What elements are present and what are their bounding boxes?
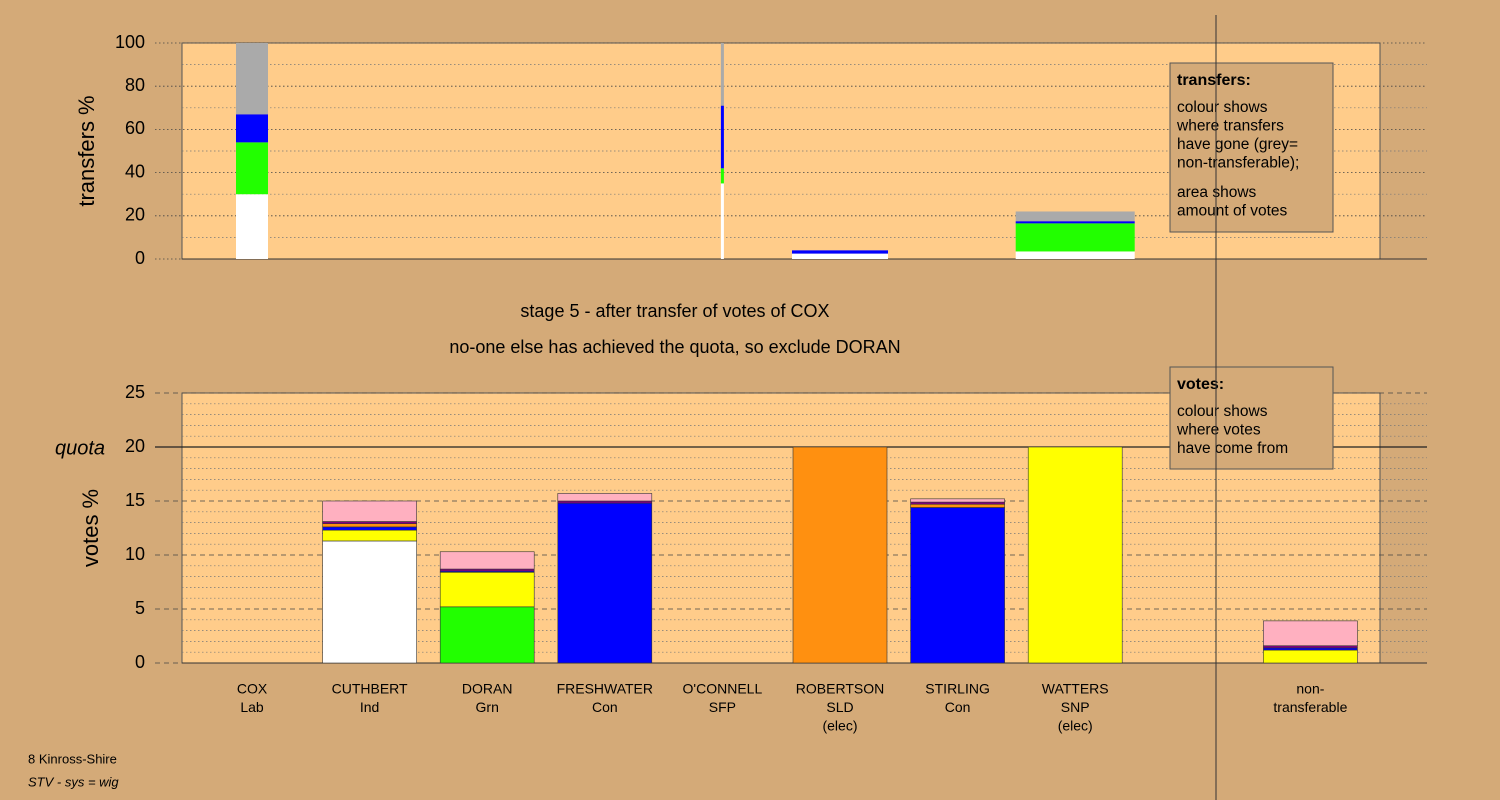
- x-tick-label: Lab: [240, 699, 264, 715]
- bar-segment: [557, 500, 653, 504]
- bar-segment: [910, 501, 1005, 505]
- x-tick-label: Grn: [476, 699, 499, 715]
- bar-segment: [910, 507, 1005, 664]
- bar-segment: [720, 43, 724, 106]
- y-tick-label: 15: [125, 490, 145, 510]
- x-tick-label: ROBERTSON: [796, 681, 884, 697]
- bar-segment: [720, 105, 724, 169]
- x-tick-label: transferable: [1273, 699, 1347, 715]
- x-tick-label: SFP: [709, 699, 736, 715]
- x-tick-label: WATTERS: [1042, 681, 1109, 697]
- legend-text: where transfers: [1176, 118, 1284, 135]
- bar-segment: [1263, 649, 1358, 664]
- quota-label: quota: [55, 437, 105, 459]
- x-tick-label: Con: [945, 699, 971, 715]
- legend-box: [1169, 366, 1334, 470]
- bar-segment: [720, 168, 724, 184]
- bar-segment: [322, 500, 417, 522]
- bar-segment: [322, 521, 417, 524]
- footer: STV - sys = wig: [28, 774, 119, 789]
- bar-segment: [236, 43, 268, 115]
- x-tick-label: O'CONNELL: [683, 681, 763, 697]
- bar-segment: [792, 250, 888, 254]
- bar-segment: [236, 114, 268, 143]
- y-tick-label: 20: [125, 436, 145, 456]
- x-tick-label: CUTHBERT: [332, 681, 408, 697]
- footer: 8 Kinross-Shire: [28, 751, 117, 766]
- bar-segment: [439, 606, 535, 664]
- x-tick-label: (elec): [822, 718, 857, 734]
- legend-title: transfers:: [1177, 72, 1251, 89]
- bar-segment: [1263, 647, 1358, 651]
- bar-segment: [1015, 211, 1135, 222]
- bar-segment: [1015, 251, 1135, 259]
- bar-segment: [1263, 620, 1358, 647]
- bar-segment: [1015, 223, 1135, 252]
- x-tick-label: SLD: [826, 699, 853, 715]
- legend-title: votes:: [1177, 376, 1224, 393]
- y-tick-label: 60: [125, 118, 145, 138]
- legend-text: where votes: [1176, 422, 1261, 439]
- y-tick-label: 0: [135, 248, 145, 268]
- legend-text: area shows: [1177, 184, 1257, 201]
- bar-segment: [236, 194, 268, 259]
- x-tick-label: non-: [1296, 681, 1324, 697]
- y-tick-label: 100: [115, 32, 145, 52]
- bar-segment: [557, 493, 653, 502]
- bar-segment: [322, 526, 417, 531]
- bar-segment: [439, 571, 535, 608]
- x-tick-label: FRESHWATER: [557, 681, 653, 697]
- x-tick-label: STIRLING: [925, 681, 990, 697]
- legend-text: amount of votes: [1177, 203, 1288, 220]
- bar-segment: [236, 142, 268, 195]
- bar-segment: [557, 502, 653, 664]
- legend-text: colour shows: [1177, 403, 1268, 420]
- y-tick-label: 0: [135, 652, 145, 672]
- bar-segment: [1263, 645, 1358, 649]
- legend-text: have gone (grey=: [1177, 136, 1298, 153]
- bar-segment: [439, 551, 535, 570]
- bar-segment: [322, 523, 417, 528]
- legend-text: non-transferable);: [1177, 155, 1299, 172]
- x-tick-label: COX: [237, 681, 268, 697]
- bar-segment: [792, 253, 888, 259]
- bar-segment: [1027, 446, 1123, 664]
- y-tick-label: 10: [125, 544, 145, 564]
- bar-segment: [792, 446, 888, 664]
- bar-segment: [439, 568, 535, 572]
- y-tick-label: 20: [125, 205, 145, 225]
- bar-segment: [322, 540, 417, 664]
- bar-segment: [1015, 221, 1135, 224]
- bar-segment: [910, 498, 1005, 503]
- y-tick-label: 5: [135, 598, 145, 618]
- x-tick-label: SNP: [1061, 699, 1090, 715]
- x-tick-label: Con: [592, 699, 618, 715]
- legend-text: colour shows: [1177, 99, 1268, 116]
- y-tick-label: 25: [125, 382, 145, 402]
- y-tick-label: 80: [125, 75, 145, 95]
- annotation: stage 5 - after transfer of votes of COX: [520, 301, 829, 321]
- legend-box: [1169, 62, 1334, 233]
- x-tick-label: Ind: [360, 699, 379, 715]
- bar-segment: [720, 183, 724, 259]
- y-tick-label: 40: [125, 161, 145, 181]
- x-tick-label: (elec): [1058, 718, 1093, 734]
- y-axis-label: transfers %: [74, 95, 99, 206]
- legend-text: have come from: [1177, 440, 1288, 457]
- annotation: no-one else has achieved the quota, so e…: [449, 337, 900, 357]
- bar-segment: [910, 503, 1005, 508]
- x-tick-label: DORAN: [462, 681, 513, 697]
- y-axis-label: votes %: [78, 489, 103, 567]
- bar-segment: [322, 529, 417, 542]
